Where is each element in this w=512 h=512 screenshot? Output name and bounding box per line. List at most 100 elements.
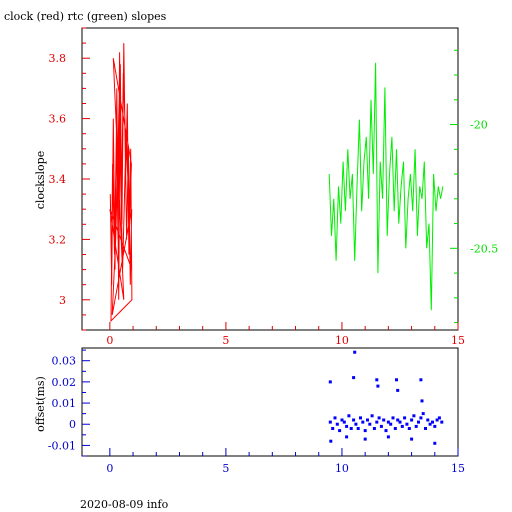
offset-point <box>420 399 424 403</box>
offset-point <box>391 416 395 420</box>
offset-point <box>431 420 434 424</box>
offset-point <box>440 420 444 424</box>
offset-y-tick-label: 0.02 <box>52 376 77 389</box>
clockslope-tick-label: 3 <box>59 294 66 307</box>
offset-point <box>377 416 381 420</box>
offset-point <box>329 439 333 443</box>
offset-point <box>328 420 332 424</box>
offset-point <box>375 378 379 382</box>
footer-date-info: 2020-08-09 info <box>80 498 169 511</box>
offset-point <box>338 429 342 433</box>
offset-point <box>412 414 416 418</box>
offset-point <box>437 416 441 420</box>
offset-point <box>386 435 390 439</box>
offset-point <box>352 376 356 380</box>
offset-point <box>363 437 367 441</box>
clockslope-axis-label: clockslope <box>34 151 47 209</box>
offset-point <box>400 424 404 428</box>
offset-point <box>389 422 393 426</box>
offset-point <box>421 412 425 416</box>
offset-plot-frame <box>81 347 459 457</box>
offset-point <box>435 418 439 422</box>
offset-x-tick-label: 10 <box>335 462 349 475</box>
offset-point <box>414 424 418 428</box>
offset-point <box>349 427 353 430</box>
offset-point <box>375 420 379 424</box>
offset-x-axis: 0 5 10 15 <box>106 448 465 475</box>
offset-point <box>403 416 407 420</box>
offset-point <box>398 420 402 424</box>
clock-slope-line <box>109 43 133 323</box>
offset-point <box>363 429 367 433</box>
offset-panel: -0.01 0 0.01 0.02 0.03 0 5 10 15 offset(ms) <box>34 347 465 475</box>
offset-series <box>328 350 444 445</box>
slope-x-tick-label: 10 <box>335 334 349 347</box>
offset-point <box>433 441 437 445</box>
offset-point <box>359 416 362 420</box>
rtc-slope-axis: -20 -20.5 <box>450 49 498 324</box>
offset-point <box>368 422 372 426</box>
offset-point <box>410 437 414 441</box>
offset-point <box>419 416 423 420</box>
offset-point <box>382 418 386 422</box>
offset-point <box>419 378 423 382</box>
offset-point <box>405 422 409 426</box>
offset-x-tick-label: 15 <box>451 462 465 475</box>
clockslope-tick-label: 3.6 <box>49 113 67 126</box>
slope-x-axis: 0 5 10 15 <box>106 322 465 347</box>
offset-point <box>335 422 339 426</box>
slope-series <box>109 43 444 323</box>
clockslope-axis: 3 3.2 3.4 3.6 3.8 <box>49 27 90 331</box>
offset-y-axis: -0.01 0 0.01 0.02 0.03 <box>48 349 90 457</box>
offset-point <box>386 420 390 424</box>
offset-point <box>366 418 369 422</box>
offset-point <box>342 420 346 424</box>
offset-point <box>331 427 335 430</box>
clockslope-tick-label: 3.4 <box>49 173 67 186</box>
offset-point <box>340 418 344 422</box>
offset-x-tick-label: 5 <box>222 462 229 475</box>
offset-point <box>370 414 374 418</box>
offset-point <box>352 418 356 422</box>
slope-panel: 3 3.2 3.4 3.6 3.8 -20 -20.5 0 5 10 15 clockslope <box>34 27 498 347</box>
offset-point <box>384 429 388 433</box>
offset-point <box>376 384 380 388</box>
offset-x-tick-label: 0 <box>106 462 113 475</box>
offset-point <box>426 418 430 422</box>
offset-point <box>417 420 420 424</box>
offset-y-tick-label: -0.01 <box>48 439 76 452</box>
rtc-slope-line <box>328 62 444 311</box>
slope-x-tick-label: 0 <box>106 334 113 347</box>
offset-point <box>345 435 349 439</box>
offset-point <box>396 418 400 422</box>
offset-point <box>428 422 432 426</box>
slope-x-tick-label: 5 <box>222 334 229 347</box>
offset-point <box>353 350 357 354</box>
offset-point <box>379 424 383 428</box>
offset-point <box>407 427 411 430</box>
offset-point <box>393 427 397 430</box>
offset-point <box>410 418 414 422</box>
offset-y-tick-label: 0.01 <box>52 397 77 410</box>
offset-point <box>347 414 351 418</box>
offset-point <box>361 420 365 424</box>
offset-point <box>356 427 360 430</box>
chart-title: clock (red) rtc (green) slopes <box>4 10 167 23</box>
offset-point <box>395 378 398 382</box>
offset-point <box>424 427 427 430</box>
offset-y-tick-label: 0 <box>69 418 76 431</box>
offset-point <box>372 427 376 430</box>
slope-x-tick-label: 15 <box>451 334 465 347</box>
offset-axis-label: offset(ms) <box>34 376 47 432</box>
clockslope-tick-label: 3.8 <box>49 52 67 65</box>
offset-point <box>328 380 332 384</box>
offset-point <box>333 416 337 420</box>
offset-point <box>396 388 400 392</box>
offset-y-tick-label: 0.03 <box>52 355 77 368</box>
rtc-slope-tick-label: -20.5 <box>470 242 498 255</box>
rtc-slope-tick-label: -20 <box>470 119 488 132</box>
offset-point <box>345 424 349 428</box>
offset-point <box>433 424 437 428</box>
offset-point <box>354 422 358 426</box>
